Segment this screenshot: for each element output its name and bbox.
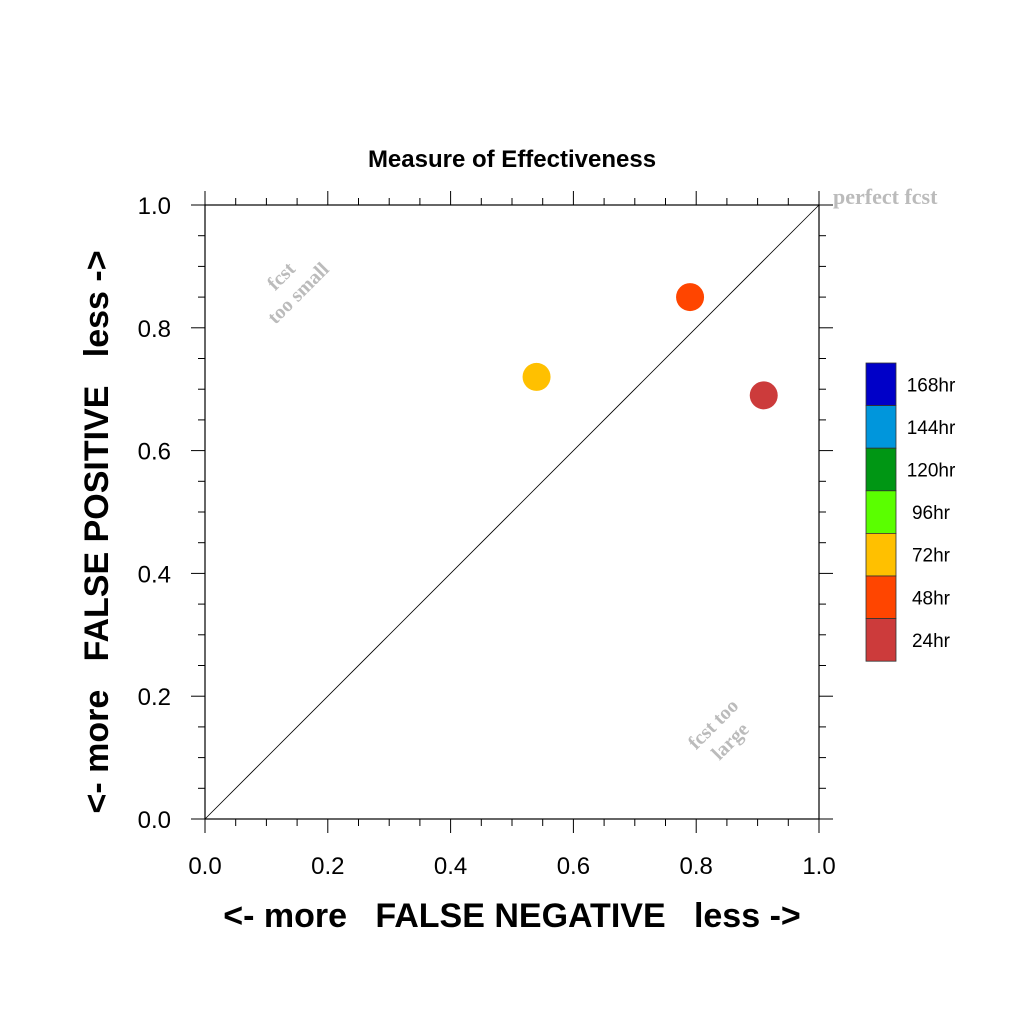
x-tick-label: 0.4	[434, 853, 467, 880]
tick-marks	[191, 191, 833, 833]
x-axis-label: <- more FALSE NEGATIVE less ->	[223, 897, 801, 935]
legend-swatch-144hr	[865, 405, 897, 449]
tick-labels: 0.0 0.2 0.4 0.6 0.8 1.0 0.0 0.2 0.4 0.6 0.8 1.0	[138, 193, 836, 880]
x-tick-label: 1.0	[802, 853, 835, 880]
annotation-fcst-too-large: fcst too large	[684, 695, 754, 765]
data-points	[522, 283, 778, 410]
x-tick-label: 0.8	[680, 853, 713, 880]
legend: 168hr 144hr 120hr 96hr 72hr 48hr 24hr	[865, 362, 956, 662]
legend-swatch-72hr	[865, 533, 897, 577]
y-tick-label: 0.2	[138, 684, 171, 711]
annotation-perfect-fcst: perfect fcst	[833, 184, 938, 209]
legend-label-24hr: 24hr	[912, 631, 951, 652]
legend-swatch-24hr	[865, 618, 897, 662]
legend-swatch-48hr	[865, 575, 897, 619]
x-tick-label: 0.2	[311, 853, 344, 880]
legend-label-168hr: 168hr	[907, 375, 956, 396]
legend-swatch-168hr	[865, 362, 897, 406]
legend-swatch-120hr	[865, 447, 897, 492]
chart-title: Measure of Effectiveness	[368, 146, 656, 173]
y-tick-label: 0.4	[138, 561, 171, 588]
y-tick-label: 0.8	[138, 316, 171, 343]
data-point-48hr	[676, 283, 705, 312]
y-tick-label: 0.6	[138, 439, 171, 466]
y-tick-label: 1.0	[138, 193, 171, 220]
diagonal-reference-line	[204, 204, 820, 820]
data-point-72hr	[522, 362, 551, 391]
legend-label-144hr: 144hr	[907, 418, 956, 439]
data-point-24hr	[749, 381, 778, 410]
legend-label-72hr: 72hr	[912, 546, 951, 567]
x-tick-label: 0.6	[557, 853, 590, 880]
legend-swatch-96hr	[865, 490, 897, 534]
legend-label-120hr: 120hr	[907, 461, 956, 482]
y-tick-label: 0.0	[138, 807, 171, 834]
y-axis-label: <- more FALSE POSITIVE less ->	[78, 250, 116, 813]
legend-label-48hr: 48hr	[912, 588, 951, 609]
annotation-fcst-too-small: fcst too small	[263, 258, 334, 329]
legend-label-96hr: 96hr	[912, 503, 951, 524]
x-tick-label: 0.0	[188, 853, 221, 880]
